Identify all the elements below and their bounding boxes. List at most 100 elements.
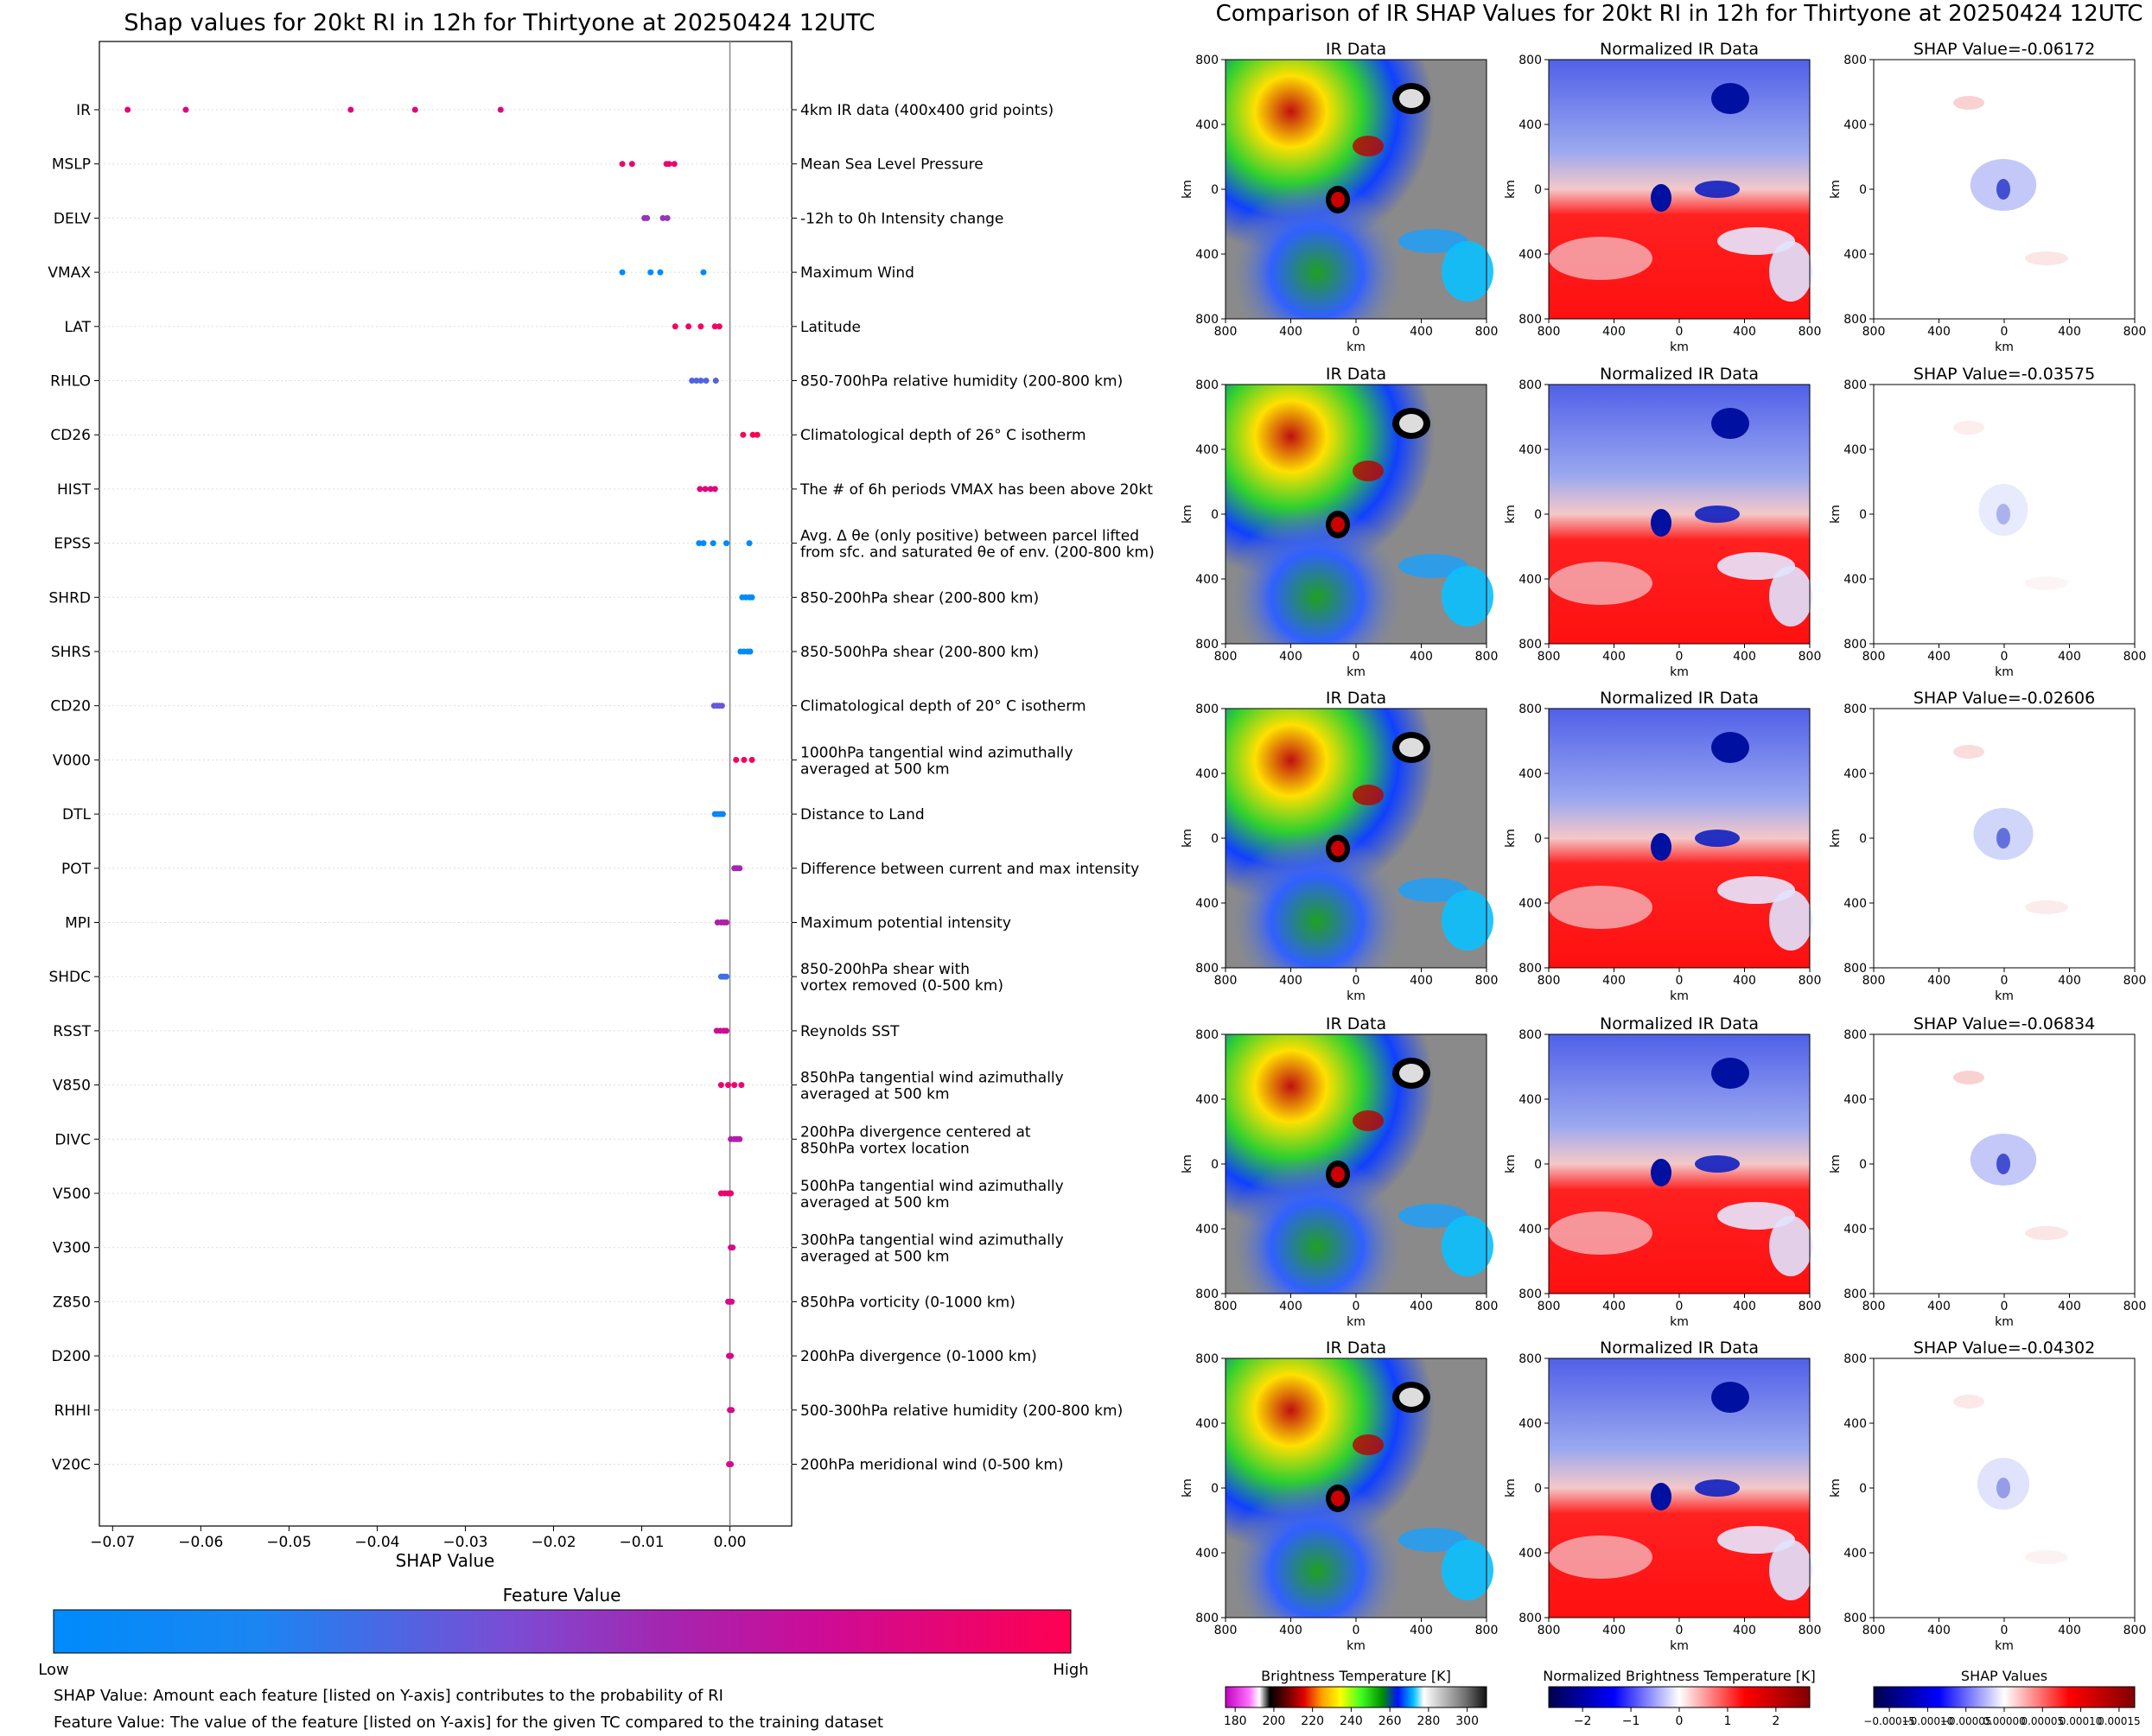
x-tick-label: 800	[1862, 325, 1886, 339]
feature-label: MPI	[65, 915, 91, 932]
shap-positive-area	[1953, 421, 1984, 435]
colorbar-tick-label: 280	[1417, 1714, 1441, 1728]
x-tick-label: 400	[1602, 325, 1626, 339]
feature-description: Difference between current and max inten…	[800, 861, 1139, 878]
y-tick-label: 400	[1195, 573, 1219, 587]
panel-title: Normalized IR Data	[1600, 365, 1759, 384]
x-axis-label: SHAP Value	[396, 1550, 495, 1571]
y-tick-label: 400	[1195, 1223, 1219, 1237]
y-axis-label: km	[1181, 1478, 1194, 1498]
shap-point	[182, 106, 189, 113]
feature-description: Reynolds SST	[800, 1023, 900, 1040]
y-tick-label: 800	[1518, 313, 1542, 327]
panel-title: IR Data	[1326, 689, 1386, 708]
feature-label: Z850	[53, 1294, 91, 1311]
colorbar-tick-label: −1	[1622, 1714, 1640, 1728]
y-tick-label: 800	[1518, 1288, 1542, 1301]
y-tick-label: 800	[1195, 703, 1219, 716]
colorbar-tick-label: −0.00010	[1902, 1715, 1954, 1727]
shap-point	[728, 1352, 735, 1359]
shap-point	[717, 1082, 724, 1089]
norm-cloud-band	[1549, 1536, 1652, 1579]
ir-cloud-band	[1398, 1204, 1468, 1228]
feature-label: V500	[53, 1186, 91, 1203]
y-tick-label: 400	[1518, 1093, 1542, 1107]
feature-label: HIST	[57, 481, 92, 499]
y-tick-label: 0	[1211, 1482, 1219, 1496]
panel-row: IR Data80080040040000400400800800kmkmNor…	[1181, 40, 2146, 354]
feature-label: V20C	[52, 1457, 91, 1474]
x-tick-label: 400	[1733, 325, 1756, 339]
feature-label: MSLP	[52, 156, 91, 174]
y-axis-label: km	[1504, 829, 1518, 848]
colorbar-tick-label: −2	[1574, 1714, 1592, 1728]
y-tick-label: 800	[1195, 638, 1219, 652]
feature-label: SHRS	[51, 644, 91, 661]
norm-cloud-band	[1717, 1526, 1795, 1554]
shap-point	[710, 540, 716, 547]
shap-point	[747, 648, 754, 655]
shap-point	[736, 865, 743, 872]
shap-point	[644, 214, 651, 221]
y-tick-label: 800	[1518, 54, 1542, 67]
feature-label: V000	[53, 752, 91, 769]
x-tick-label: 800	[1538, 325, 1561, 339]
x-tick-label: 400	[1602, 974, 1626, 988]
norm-cloud-band	[1769, 1216, 1812, 1276]
norm-cloud-band	[1717, 552, 1795, 580]
y-tick-label: 800	[1518, 1612, 1542, 1625]
y-tick-label: 800	[1843, 1288, 1867, 1301]
shap-point	[712, 378, 719, 384]
feature-description: 850hPa vortex location	[800, 1140, 970, 1157]
feature-description: Maximum potential intensity	[800, 915, 1011, 932]
y-axis-label: km	[1504, 505, 1518, 524]
y-tick-label: 0	[1211, 508, 1219, 522]
feature-description: The # of 6h periods VMAX has been above …	[799, 481, 1153, 499]
y-tick-label: 0	[1211, 832, 1219, 846]
norm-cloud-band	[1549, 562, 1652, 605]
x-tick-label: 800	[1799, 974, 1822, 988]
y-tick-label: 800	[1518, 703, 1542, 716]
x-axis-label: km	[1670, 665, 1689, 679]
shap-point	[689, 378, 696, 384]
colorbar-tick-label: 220	[1301, 1714, 1324, 1728]
feature-label: CD26	[50, 427, 91, 444]
feature-description: 850-200hPa shear (200-800 km)	[800, 589, 1039, 607]
x-tick-label: 0	[2001, 325, 2009, 339]
shap-point	[672, 323, 678, 330]
y-tick-label: 400	[1843, 897, 1867, 911]
norm-cloud-band	[1769, 566, 1812, 626]
x-tick-label: 800	[1475, 974, 1499, 988]
ir-warm-cloud	[1353, 461, 1384, 481]
colorbar-tick-label: 0.00000	[1983, 1715, 2026, 1727]
y-axis-label: km	[1829, 1154, 1843, 1173]
ir-cold-core	[1331, 841, 1345, 856]
feature-description: 850-700hPa relative humidity (200-800 km…	[800, 373, 1123, 391]
x-axis-label: km	[1995, 665, 2014, 679]
x-tick-label: 0	[1676, 1300, 1684, 1313]
norm-cold-core	[1711, 408, 1749, 439]
shap-point	[736, 1135, 743, 1142]
right-title: Comparison of IR SHAP Values for 20kt RI…	[1216, 1, 2143, 27]
x-tick-label: −0.02	[531, 1534, 576, 1551]
x-tick-label: 800	[2123, 1300, 2147, 1313]
norm-cold-core	[1711, 1058, 1749, 1089]
y-tick-label: 400	[1195, 1547, 1219, 1561]
x-axis-label: km	[1995, 989, 2014, 1003]
colorbar-tick-label: −0.00005	[1940, 1715, 1992, 1727]
ir-cold-core	[1331, 517, 1345, 532]
y-tick-label: 0	[1211, 1158, 1219, 1172]
y-tick-label: 400	[1518, 1223, 1542, 1237]
y-tick-label: 800	[1843, 962, 1867, 976]
x-tick-label: 800	[1799, 1624, 1822, 1637]
y-tick-label: 400	[1195, 443, 1219, 457]
shap-point	[702, 486, 709, 493]
shap-point	[723, 1027, 729, 1034]
y-axis-label: km	[1829, 180, 1843, 199]
shap-point	[711, 486, 718, 493]
shap-point	[733, 756, 740, 763]
y-tick-label: 400	[1843, 767, 1867, 781]
ir-warm-cloud	[1353, 1110, 1384, 1131]
colorbar-tick-label: 180	[1224, 1714, 1247, 1728]
x-axis-label: km	[1995, 1639, 2014, 1653]
